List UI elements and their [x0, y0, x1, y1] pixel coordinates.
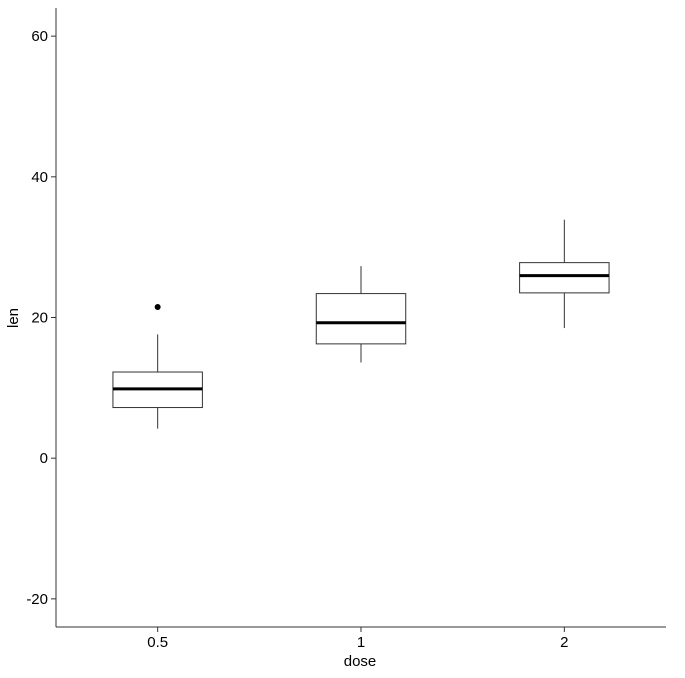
- x-tick-label: 1: [357, 634, 365, 651]
- box-group-1: [315, 266, 407, 363]
- box-group-2: [519, 219, 610, 329]
- y-tick-label: 40: [31, 169, 48, 186]
- x-axis-title: dose: [344, 653, 377, 670]
- box-group-0.5: [112, 303, 203, 429]
- x-tick-label: 2: [560, 634, 568, 651]
- y-tick-label: 0: [40, 450, 48, 467]
- axes: 60 40 20 0 -20 0.5 1 2: [26, 8, 666, 651]
- outlier-point: [154, 303, 161, 310]
- x-tick-label: 0.5: [147, 634, 168, 651]
- box: [315, 293, 407, 345]
- y-tick-label: -20: [26, 591, 48, 608]
- plot-area: [112, 219, 610, 429]
- y-tick-label: 60: [31, 28, 48, 45]
- y-axis-title: len: [5, 308, 22, 328]
- box: [519, 262, 610, 294]
- y-tick-label: 20: [31, 310, 48, 327]
